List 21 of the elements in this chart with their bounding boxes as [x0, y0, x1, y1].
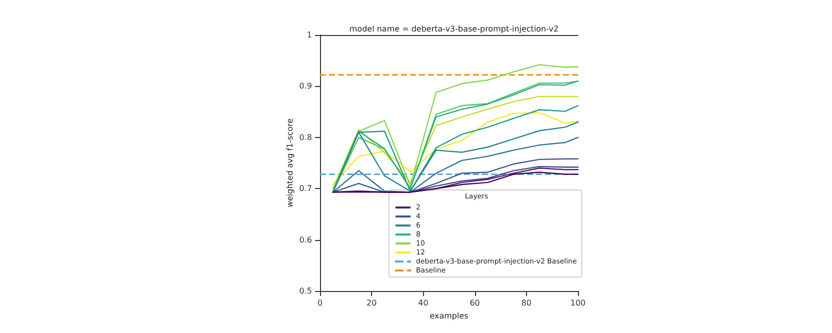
x-tick-label: 80 — [521, 298, 532, 308]
y-tick-label: 0.8 — [299, 132, 312, 142]
x-tick-label: 20 — [366, 298, 377, 308]
line-series — [332, 158, 579, 193]
y-tick-label: 0.9 — [299, 82, 312, 91]
y-tick-label: 0.7 — [299, 184, 312, 194]
line-series — [332, 172, 579, 193]
y-axis-title: weighted avg f1-score — [286, 118, 294, 208]
line-series — [332, 121, 579, 193]
x-tick-label: 100 — [570, 298, 586, 308]
line-series — [332, 136, 579, 193]
x-tick-label: 40 — [418, 298, 428, 308]
x-tick-label: 0 — [317, 298, 323, 308]
x-axis-title: examples — [430, 311, 468, 320]
y-tick-label: 0.6 — [299, 235, 312, 244]
line-series — [332, 112, 579, 186]
line-series — [332, 64, 579, 190]
x-tick-label: 60 — [470, 298, 480, 308]
chart-title: model name = deberta-v3-base-prompt-injection-v2 — [349, 24, 559, 34]
y-tick-label: 0.5 — [299, 286, 312, 296]
y-tick-label: 1 — [306, 30, 312, 40]
